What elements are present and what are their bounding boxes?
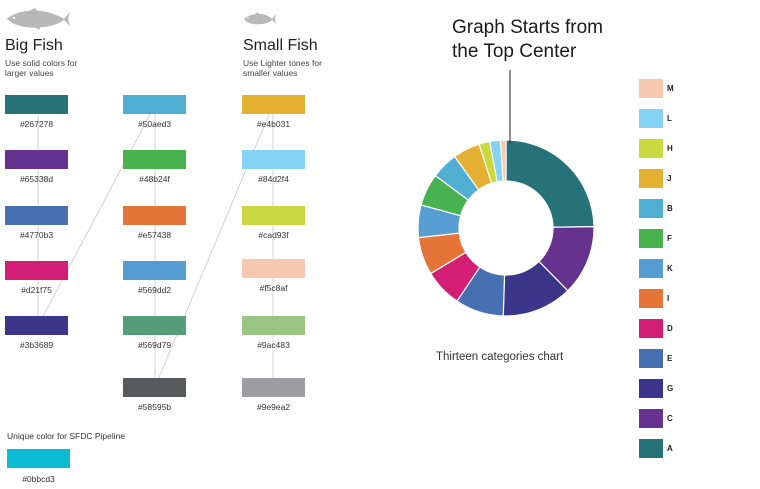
legend-label-H: H: [667, 144, 673, 153]
color-swatch: [242, 259, 305, 278]
legend-swatch-J: [639, 169, 663, 188]
connector-line: [37, 104, 156, 327]
donut-slice-M: [499, 139, 507, 182]
color-swatch: [5, 316, 68, 335]
legend-swatch-L: [639, 109, 663, 128]
swatch-hex-label: #50aed3: [137, 119, 172, 129]
color-swatch: [242, 378, 305, 397]
donut-slice-A: [505, 139, 595, 228]
swatch-hex-label: #cad93f: [258, 230, 289, 240]
legend-swatch-M: [639, 79, 663, 98]
small-fish-subtitle: Use Lighter tones for smaller values: [243, 58, 322, 78]
swatch-hex-label: #d21f75: [21, 285, 52, 295]
color-swatch: [123, 150, 186, 169]
chart-title: Thirteen categories chart: [436, 351, 564, 363]
color-swatch: [5, 95, 68, 114]
color-swatch: [123, 378, 186, 397]
swatch-hex-label: #e4b031: [256, 119, 291, 129]
legend-label-M: M: [667, 84, 674, 93]
color-swatch: [242, 95, 305, 114]
swatch-hex-label: #3b3689: [19, 340, 54, 350]
legend-label-F: F: [667, 234, 672, 243]
legend-label-G: G: [667, 384, 674, 393]
swatch-hex-label: #65338d: [19, 174, 54, 184]
legend-label-C: C: [667, 414, 673, 423]
swatch-hex-label: #267278: [19, 119, 54, 129]
legend-swatch-E: [639, 349, 663, 368]
big-fish-title: Big Fish: [5, 37, 63, 54]
swatch-hex-label: #9e9ea2: [256, 402, 291, 412]
swatch-hex-label: #58595b: [137, 402, 172, 412]
swatch-hex-label: #e57438: [137, 230, 172, 240]
color-swatch: [123, 95, 186, 114]
legend-swatch-A: [639, 439, 663, 458]
legend-label-J: J: [667, 174, 672, 183]
pipeline-note: Unique color for SFDC Pipeline: [7, 431, 126, 441]
legend-label-A: A: [667, 444, 673, 453]
pipeline-hex-label: #0bbcd3: [22, 474, 55, 484]
swatch-hex-label: #4770b3: [19, 230, 54, 240]
legend-swatch-K: [639, 259, 663, 278]
swatch-hex-label: #48b24f: [139, 174, 170, 184]
swatch-hex-label: #569dd2: [137, 285, 172, 295]
legend-swatch-D: [639, 319, 663, 338]
color-swatch: [123, 316, 186, 335]
color-swatch: [5, 150, 68, 169]
chart-start-annotation: Graph Starts from the Top Center: [452, 17, 603, 62]
swatch-hex-label: #84d2f4: [258, 174, 289, 184]
pipeline-color-swatch: [7, 449, 70, 468]
big-fish-subtitle: Use solid colors for larger values: [5, 58, 78, 78]
legend-label-L: L: [667, 114, 672, 123]
legend-label-I: I: [667, 294, 670, 303]
legend-label-B: B: [667, 204, 673, 213]
legend-swatch-I: [639, 289, 663, 308]
swatch-hex-label: #569d79: [137, 340, 172, 350]
color-swatch: [242, 316, 305, 335]
color-swatch: [123, 206, 186, 225]
color-swatch: [242, 206, 305, 225]
color-swatch: [123, 261, 186, 280]
legend-swatch-F: [639, 229, 663, 248]
legend-swatch-G: [639, 379, 663, 398]
color-swatch: [5, 206, 68, 225]
color-swatch: [242, 150, 305, 169]
swatch-hex-label: #f5c8af: [259, 283, 288, 293]
small-fish-title: Small Fish: [243, 37, 318, 54]
swatch-hex-label: #9ac483: [257, 340, 290, 350]
legend-swatch-H: [639, 139, 663, 158]
legend-label-D: D: [667, 324, 673, 333]
small-fish-icon: [244, 12, 276, 25]
legend-swatch-B: [639, 199, 663, 218]
legend-swatch-C: [639, 409, 663, 428]
color-swatch: [5, 261, 68, 280]
big-fish-icon: [7, 8, 70, 30]
legend-label-E: E: [667, 354, 673, 363]
legend-label-K: K: [667, 264, 673, 273]
